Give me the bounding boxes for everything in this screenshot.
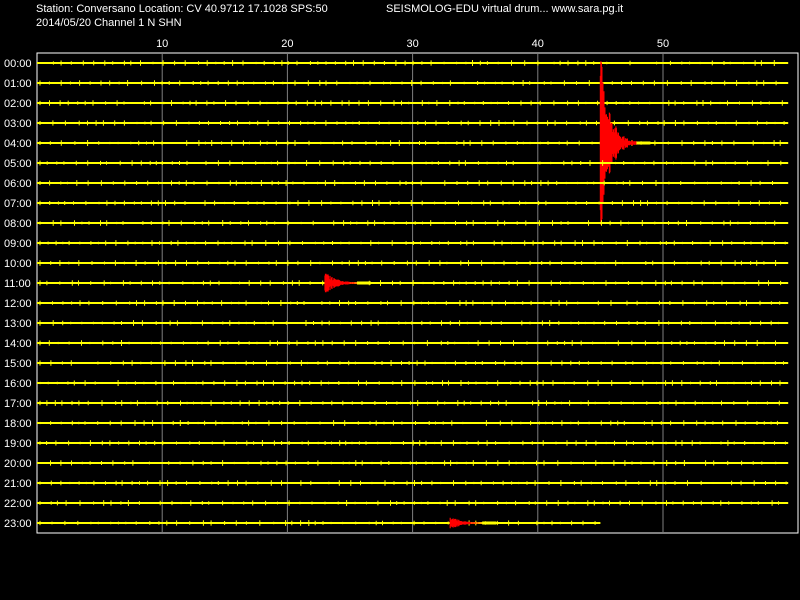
row-label: 04:00 [4, 138, 32, 150]
x-tick-label: 20 [281, 38, 293, 50]
trace-noise [39, 320, 779, 326]
row-label: 15:00 [4, 358, 32, 370]
trace-noise [39, 420, 778, 426]
row-label: 21:00 [4, 478, 32, 490]
row-label: 03:00 [4, 118, 32, 130]
trace-noise [39, 400, 780, 406]
row-label: 19:00 [4, 438, 32, 450]
event-signal [449, 517, 483, 529]
station-info: Station: Conversano Location: CV 40.9712… [36, 3, 328, 15]
x-tick-label: 40 [532, 38, 544, 50]
trace-noise [39, 60, 775, 66]
row-label: 17:00 [4, 398, 32, 410]
event-signal [324, 273, 358, 293]
trace-noise [39, 380, 781, 386]
trace-noise [39, 500, 779, 506]
row-label: 23:00 [4, 518, 32, 530]
plot-frame [36, 52, 799, 534]
row-label: 07:00 [4, 198, 32, 210]
row-label: 00:00 [4, 58, 32, 70]
trace-noise [39, 260, 777, 266]
row-label: 09:00 [4, 238, 32, 250]
row-label: 02:00 [4, 98, 32, 110]
trace-noise [39, 100, 783, 106]
row-label: 05:00 [4, 158, 32, 170]
event-signal [599, 61, 637, 225]
row-label: 22:00 [4, 498, 32, 510]
x-tick-label: 30 [406, 38, 418, 50]
row-label: 08:00 [4, 218, 32, 230]
row-label: 13:00 [4, 318, 32, 330]
trace-noise [39, 300, 781, 306]
date-channel-info: 2014/05/20 Channel 1 N SHN [36, 17, 182, 29]
trace-noise [39, 200, 782, 206]
x-tick-label: 10 [156, 38, 168, 50]
x-tick-label: 50 [657, 38, 669, 50]
trace-noise [39, 480, 787, 486]
trace-noise [39, 180, 773, 186]
trace-noise [39, 440, 786, 446]
credit-text: SEISMOLOG-EDU virtual drum... www.sara.p… [386, 3, 624, 15]
row-label: 16:00 [4, 378, 32, 390]
row-label: 10:00 [4, 258, 32, 270]
row-label: 01:00 [4, 78, 32, 90]
trace-noise [39, 340, 776, 346]
row-label: 18:00 [4, 418, 32, 430]
row-label: 12:00 [4, 298, 32, 310]
trace-noise [39, 220, 776, 226]
row-label: 11:00 [4, 278, 31, 290]
trace-noise [39, 160, 782, 166]
trace-noise [39, 360, 784, 366]
row-label: 20:00 [4, 458, 32, 470]
trace-noise [39, 460, 777, 466]
row-label: 14:00 [4, 338, 32, 350]
row-label: 06:00 [4, 178, 32, 190]
trace-noise [39, 240, 786, 246]
trace-noise [39, 120, 785, 126]
